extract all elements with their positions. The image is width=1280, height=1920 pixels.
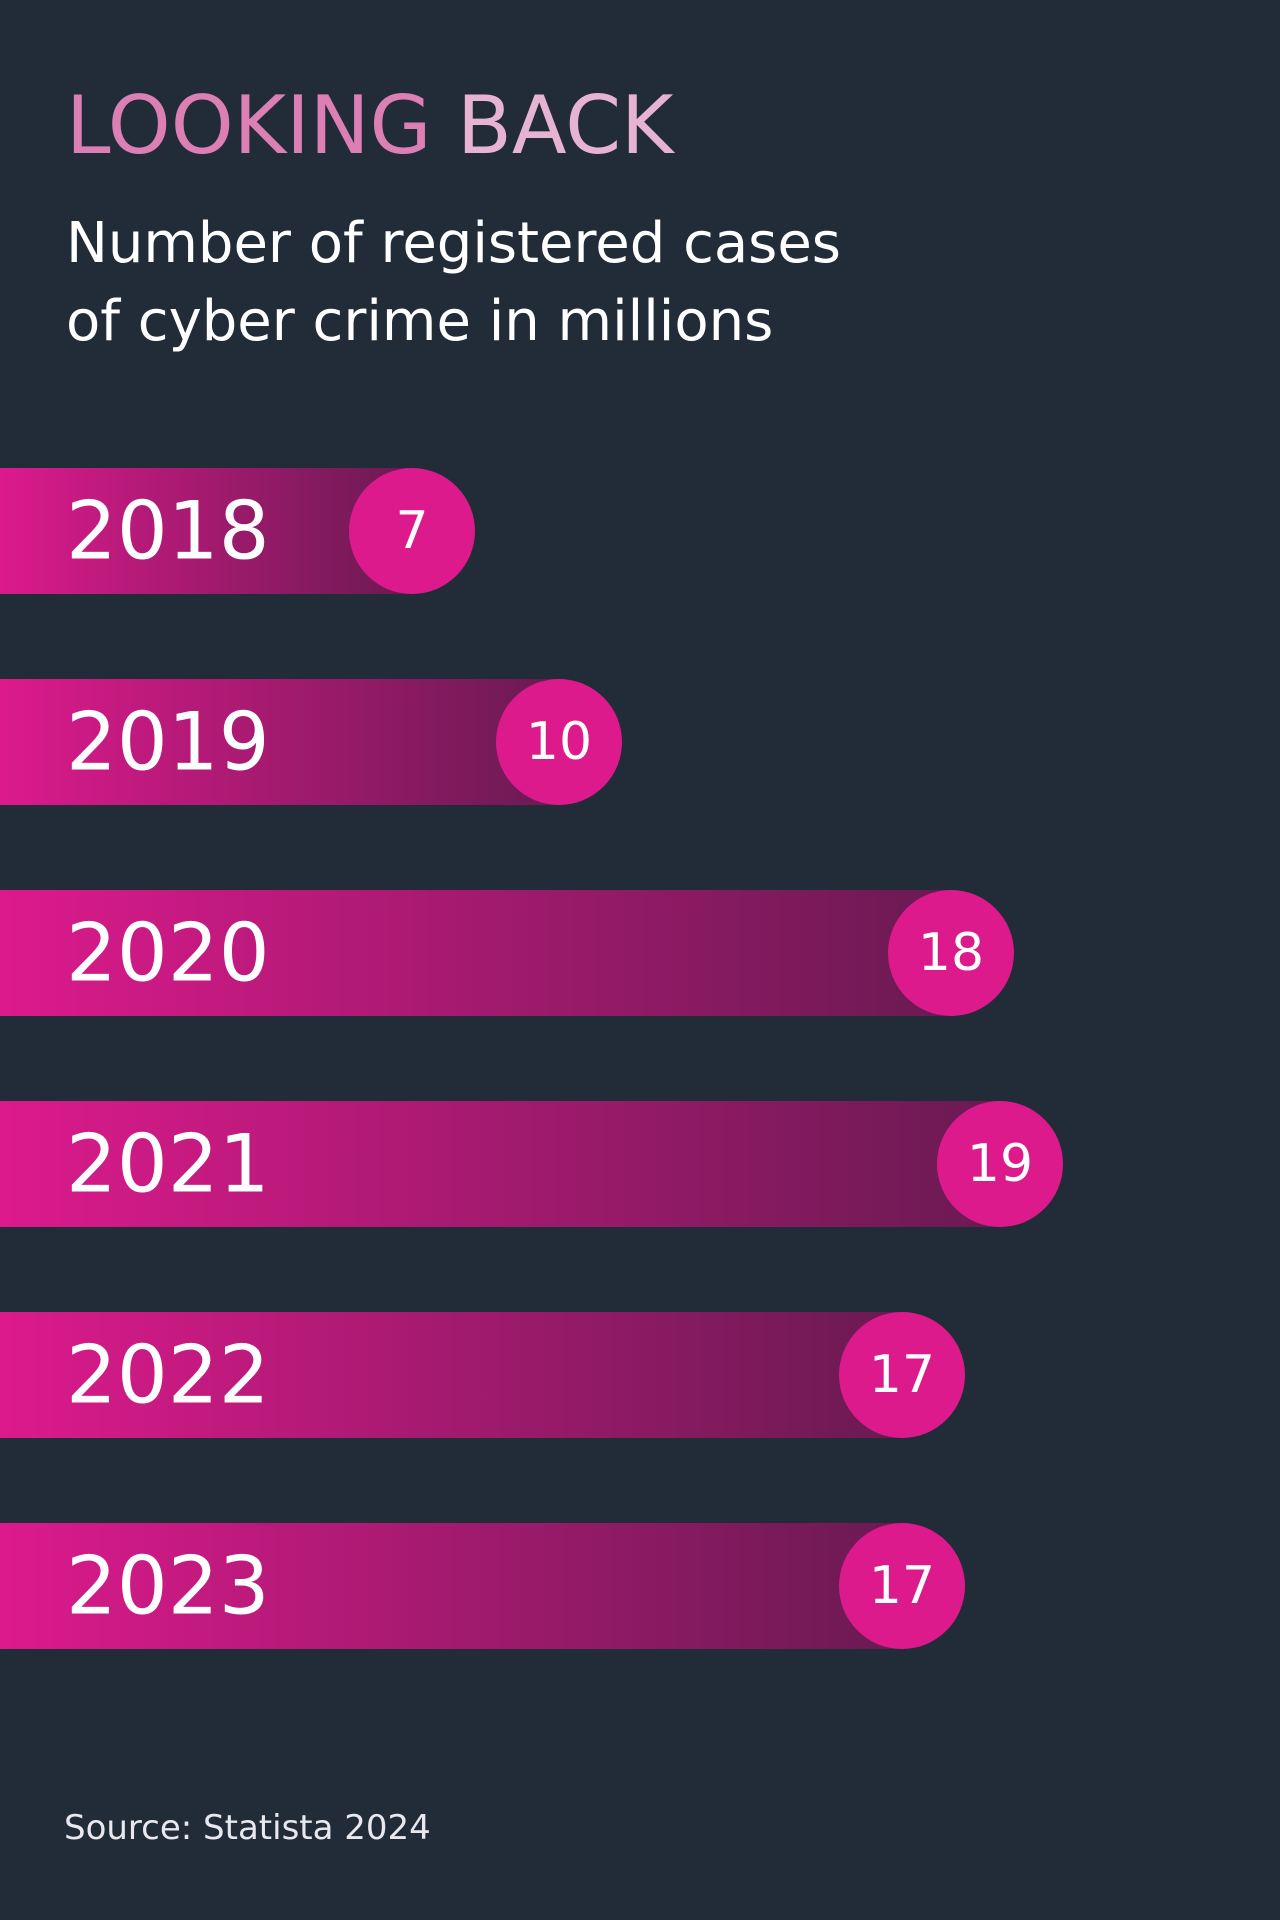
- bar-2020: [0, 890, 951, 1016]
- value-bubble-2022: [839, 1312, 965, 1438]
- value-label-2021: 19: [967, 1134, 1033, 1194]
- value-label-2023: 17: [869, 1556, 935, 1616]
- value-label-2022: 17: [869, 1345, 935, 1405]
- value-label-2020: 18: [918, 923, 984, 983]
- category-label-2023: 2023: [66, 1540, 270, 1633]
- source-note: Source: Statista 2024: [64, 1808, 431, 1848]
- bar-group-2019: 2019 10: [0, 679, 622, 805]
- bar-2021: [0, 1101, 1000, 1227]
- category-label-2020: 2020: [66, 907, 270, 1000]
- category-label-2019: 2019: [66, 696, 270, 789]
- bar-2019: [0, 679, 559, 805]
- bars-layer: 2018 7 2019 10 2020 18 2021 19 2022 17 2023 17: [0, 468, 1063, 1649]
- value-label-2019: 10: [526, 712, 592, 772]
- subtitle-line-1: Number of registered cases: [66, 211, 841, 276]
- bar-group-2023: 2023 17: [0, 1523, 965, 1649]
- value-bubble-2021: [937, 1101, 1063, 1227]
- bar-group-2018: 2018 7: [0, 468, 475, 594]
- category-label-2021: 2021: [66, 1118, 270, 1211]
- value-bubble-2023: [839, 1523, 965, 1649]
- bar-2023: [0, 1523, 902, 1649]
- value-bubble-2018: [349, 468, 475, 594]
- value-bubble-2020: [888, 890, 1014, 1016]
- bar-2018: [0, 468, 412, 594]
- category-label-2022: 2022: [66, 1329, 270, 1422]
- bar-group-2022: 2022 17: [0, 1312, 965, 1438]
- subtitle-line-2: of cyber crime in millions: [66, 289, 774, 354]
- bar-2022: [0, 1312, 902, 1438]
- chart-title: LOOKING BACK: [66, 78, 674, 174]
- bar-group-2021: 2021 19: [0, 1101, 1063, 1227]
- bar-group-2020: 2020 18: [0, 890, 1014, 1016]
- category-label-2018: 2018: [66, 485, 270, 578]
- title-word-back: BACK: [456, 79, 674, 172]
- chart-subtitle: Number of registered cases of cyber crim…: [66, 205, 841, 361]
- value-bubble-2019: [496, 679, 622, 805]
- title-word-looking: LOOKING: [66, 79, 432, 172]
- value-label-2018: 7: [395, 501, 428, 561]
